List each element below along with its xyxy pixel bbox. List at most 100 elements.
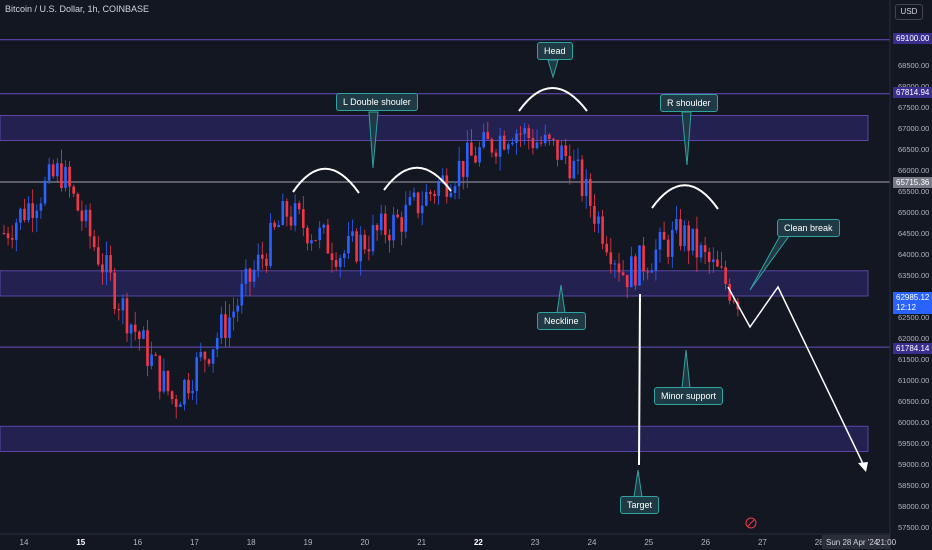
- candle-body: [285, 201, 289, 217]
- candle-body: [289, 216, 293, 226]
- target-callout[interactable]: Target: [620, 496, 660, 514]
- candle-body: [388, 234, 391, 241]
- candle-body: [109, 255, 112, 273]
- candle-body: [732, 300, 736, 302]
- candle-body: [531, 138, 535, 149]
- candle-body: [605, 243, 608, 253]
- left-shoulder-callout[interactable]: L Double shouler: [336, 93, 418, 111]
- right-shoulder-callout[interactable]: R shoulder: [660, 94, 718, 112]
- candle-body: [146, 330, 149, 366]
- candle-body: [293, 203, 297, 226]
- candle-body: [461, 160, 465, 177]
- x-tick-label: 24: [588, 538, 597, 547]
- head-arc: [518, 87, 588, 112]
- price-tag-67814: 67814.94: [893, 87, 932, 98]
- candle-body: [519, 133, 522, 135]
- target-line: [638, 293, 641, 466]
- candle-body: [43, 180, 47, 204]
- candle-body: [580, 159, 584, 196]
- left-shoulder-pointer: [368, 111, 379, 169]
- candle-body: [199, 351, 203, 358]
- y-tick-label: 58000.00: [898, 502, 929, 511]
- candle-body: [601, 216, 604, 244]
- head-callout[interactable]: Head: [537, 42, 573, 60]
- candle-body: [712, 259, 715, 262]
- projection-path: [727, 285, 867, 471]
- candle-body: [560, 145, 563, 160]
- y-tick-label: 65000.00: [898, 208, 929, 217]
- candle-body: [318, 227, 321, 241]
- candle-body: [236, 305, 239, 312]
- candle-body: [408, 197, 412, 205]
- candle-body: [507, 144, 510, 150]
- candle-body: [84, 209, 88, 222]
- candle-body: [527, 128, 531, 139]
- right-shoulder-arc: [651, 184, 719, 210]
- candle-body: [486, 132, 490, 140]
- zone-0: [0, 115, 869, 142]
- candle-body: [379, 213, 383, 231]
- candle-body: [433, 193, 436, 197]
- candle-body: [384, 213, 387, 235]
- neckline-callout[interactable]: Neckline: [537, 312, 586, 330]
- candle-body: [679, 219, 682, 246]
- candle-body: [642, 245, 645, 272]
- candle-body: [576, 159, 580, 161]
- price-axis[interactable]: 68500.00 68000.00 67500.00 67000.00 66500.00…: [889, 0, 929, 550]
- candle-body: [162, 370, 166, 392]
- clean-break-callout[interactable]: Clean break: [777, 219, 840, 237]
- candle-body: [39, 203, 43, 211]
- projection-arrowhead: [858, 462, 868, 472]
- candle-body: [429, 191, 432, 194]
- candle-body: [310, 240, 313, 244]
- candle-body: [125, 298, 129, 334]
- candle-body: [244, 268, 248, 284]
- minor-support-callout[interactable]: Minor support: [654, 387, 724, 405]
- candle-body: [449, 192, 453, 197]
- candle-body: [412, 192, 416, 198]
- x-tick-label: 15: [76, 538, 85, 547]
- y-tick-label: 60500.00: [898, 397, 929, 406]
- y-tick-label: 59000.00: [898, 460, 929, 469]
- candle-body: [47, 164, 51, 181]
- candle-body: [457, 160, 461, 187]
- candle-body: [215, 338, 219, 350]
- time-axis[interactable]: 14 15 16 17 18 19 20 21 22 23 24 25 26 27 28: [0, 533, 890, 547]
- candle-body: [490, 139, 494, 153]
- symbol-title: Bitcoin / U.S. Dollar, 1h, COINBASE: [5, 4, 150, 14]
- candle-body: [363, 234, 367, 250]
- candle-body: [256, 254, 260, 270]
- candle-body: [539, 142, 543, 144]
- candle-body: [371, 225, 375, 252]
- candle-body: [584, 178, 588, 196]
- candle-body: [101, 264, 104, 273]
- alert-icon[interactable]: [745, 517, 757, 529]
- candle-body: [92, 236, 96, 248]
- candle-body: [523, 128, 526, 134]
- candle-body: [630, 256, 633, 288]
- currency-button[interactable]: USD: [895, 4, 923, 20]
- candle-body: [35, 210, 39, 218]
- pattern-drawings: [292, 59, 868, 529]
- candle-body: [724, 267, 727, 284]
- candle-body: [613, 263, 617, 265]
- candle-body: [617, 263, 621, 273]
- candle-body: [621, 272, 625, 275]
- candle-body: [2, 233, 6, 234]
- candle-body: [56, 163, 59, 177]
- right-shoulder-pointer: [681, 111, 692, 166]
- candle-body: [552, 138, 555, 140]
- y-tick-label: 64000.00: [898, 250, 929, 259]
- candle-body: [68, 166, 71, 187]
- candle-body: [699, 245, 703, 258]
- candle-body: [228, 317, 231, 338]
- candle-body: [277, 225, 280, 228]
- candle-body: [211, 349, 215, 364]
- zone-1: [0, 270, 869, 297]
- candle-body: [392, 214, 395, 241]
- candle-body: [273, 222, 276, 228]
- candle-body: [261, 254, 264, 259]
- x-tick-label: 16: [133, 538, 142, 547]
- x-tick-label: 17: [190, 538, 199, 547]
